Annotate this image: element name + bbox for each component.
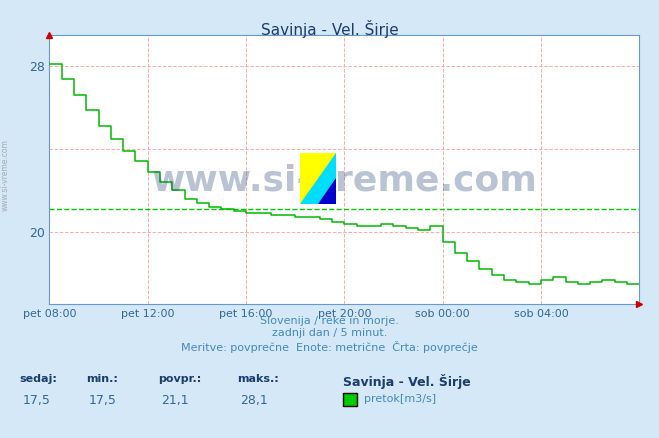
Polygon shape (300, 153, 336, 204)
Polygon shape (300, 153, 336, 204)
Text: www.si-vreme.com: www.si-vreme.com (152, 163, 537, 198)
Text: povpr.:: povpr.: (158, 374, 202, 385)
Text: Savinja - Vel. Širje: Savinja - Vel. Širje (260, 20, 399, 38)
Text: sedaj:: sedaj: (20, 374, 57, 385)
Text: pretok[m3/s]: pretok[m3/s] (364, 394, 436, 404)
Text: maks.:: maks.: (237, 374, 279, 385)
Text: Meritve: povprečne  Enote: metrične  Črta: povprečje: Meritve: povprečne Enote: metrične Črta:… (181, 341, 478, 353)
Text: 28,1: 28,1 (241, 394, 268, 407)
Text: 21,1: 21,1 (161, 394, 189, 407)
Text: Slovenija / reke in morje.: Slovenija / reke in morje. (260, 316, 399, 326)
Text: zadnji dan / 5 minut.: zadnji dan / 5 minut. (272, 328, 387, 339)
Text: www.si-vreme.com: www.si-vreme.com (1, 139, 10, 211)
Text: 17,5: 17,5 (23, 394, 51, 407)
Text: Savinja - Vel. Širje: Savinja - Vel. Širje (343, 374, 471, 389)
Text: min.:: min.: (86, 374, 117, 385)
Text: 17,5: 17,5 (89, 394, 117, 407)
Polygon shape (318, 179, 336, 204)
